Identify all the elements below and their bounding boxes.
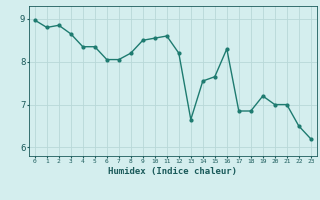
X-axis label: Humidex (Indice chaleur): Humidex (Indice chaleur) (108, 167, 237, 176)
